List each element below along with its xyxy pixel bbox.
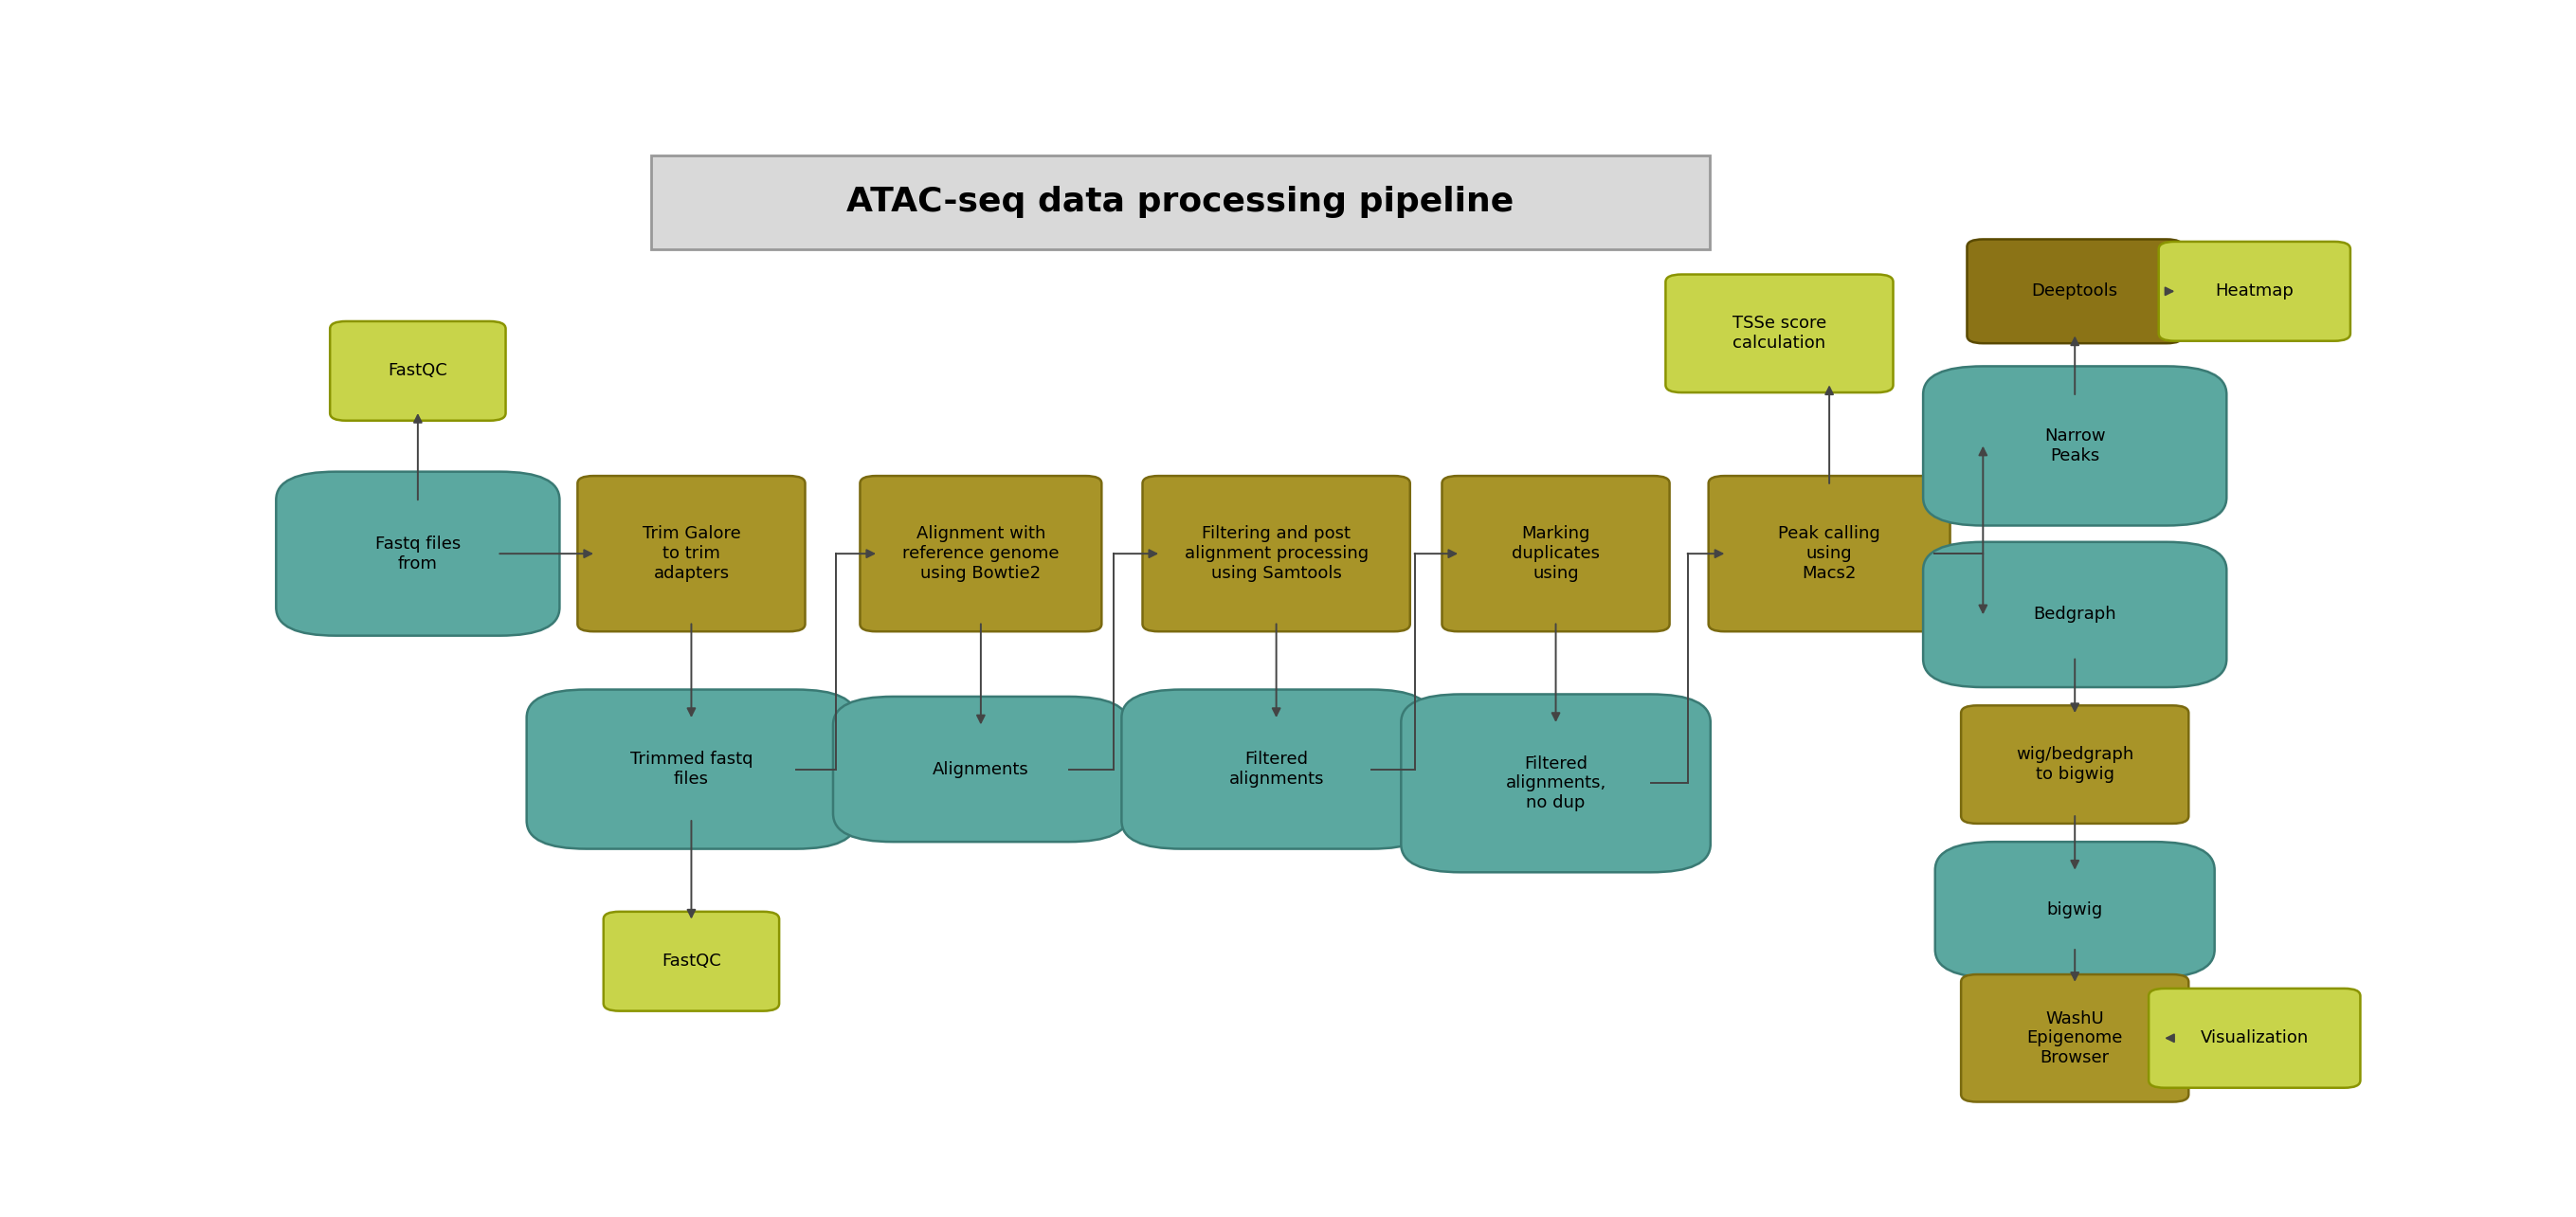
FancyBboxPatch shape: [577, 476, 806, 632]
FancyBboxPatch shape: [1924, 366, 2226, 526]
Text: Bedgraph: Bedgraph: [2032, 606, 2117, 623]
Text: Filtering and post
alignment processing
using Samtools: Filtering and post alignment processing …: [1185, 526, 1368, 582]
Text: Visualization: Visualization: [2200, 1030, 2308, 1047]
FancyBboxPatch shape: [2159, 242, 2349, 341]
Text: Deeptools: Deeptools: [2032, 282, 2117, 299]
FancyBboxPatch shape: [860, 476, 1103, 632]
FancyBboxPatch shape: [603, 912, 778, 1011]
Text: Marking
duplicates
using: Marking duplicates using: [1512, 526, 1600, 582]
FancyBboxPatch shape: [652, 156, 1710, 249]
Text: TSSe score
calculation: TSSe score calculation: [1731, 315, 1826, 352]
Text: Alignments: Alignments: [933, 761, 1028, 778]
Text: Trimmed fastq
files: Trimmed fastq files: [631, 751, 752, 787]
Text: Fastq files
from: Fastq files from: [376, 535, 461, 572]
Text: FastQC: FastQC: [389, 363, 448, 380]
FancyBboxPatch shape: [1708, 476, 1950, 632]
Text: bigwig: bigwig: [2048, 902, 2102, 919]
Text: Alignment with
reference genome
using Bowtie2: Alignment with reference genome using Bo…: [902, 526, 1059, 582]
FancyBboxPatch shape: [1443, 476, 1669, 632]
FancyBboxPatch shape: [1968, 240, 2182, 343]
FancyBboxPatch shape: [1667, 274, 1893, 393]
FancyBboxPatch shape: [832, 696, 1128, 842]
FancyBboxPatch shape: [1960, 706, 2190, 824]
FancyBboxPatch shape: [1401, 694, 1710, 873]
FancyBboxPatch shape: [1144, 476, 1409, 632]
Text: Filtered
alignments,
no dup: Filtered alignments, no dup: [1504, 755, 1605, 812]
Text: Trim Galore
to trim
adapters: Trim Galore to trim adapters: [641, 526, 739, 582]
Text: Peak calling
using
Macs2: Peak calling using Macs2: [1777, 526, 1880, 582]
Text: ATAC-seq data processing pipeline: ATAC-seq data processing pipeline: [848, 186, 1515, 218]
FancyBboxPatch shape: [2148, 988, 2360, 1088]
Text: FastQC: FastQC: [662, 953, 721, 970]
FancyBboxPatch shape: [1935, 842, 2215, 977]
FancyBboxPatch shape: [1924, 542, 2226, 688]
Text: Filtered
alignments: Filtered alignments: [1229, 751, 1324, 787]
FancyBboxPatch shape: [1960, 975, 2190, 1101]
FancyBboxPatch shape: [330, 321, 505, 421]
Text: Narrow
Peaks: Narrow Peaks: [2045, 427, 2105, 465]
FancyBboxPatch shape: [1121, 690, 1432, 849]
Text: WashU
Epigenome
Browser: WashU Epigenome Browser: [2027, 1010, 2123, 1066]
FancyBboxPatch shape: [526, 690, 855, 849]
FancyBboxPatch shape: [276, 472, 559, 635]
Text: Heatmap: Heatmap: [2215, 282, 2293, 299]
Text: wig/bedgraph
to bigwig: wig/bedgraph to bigwig: [2017, 746, 2133, 783]
